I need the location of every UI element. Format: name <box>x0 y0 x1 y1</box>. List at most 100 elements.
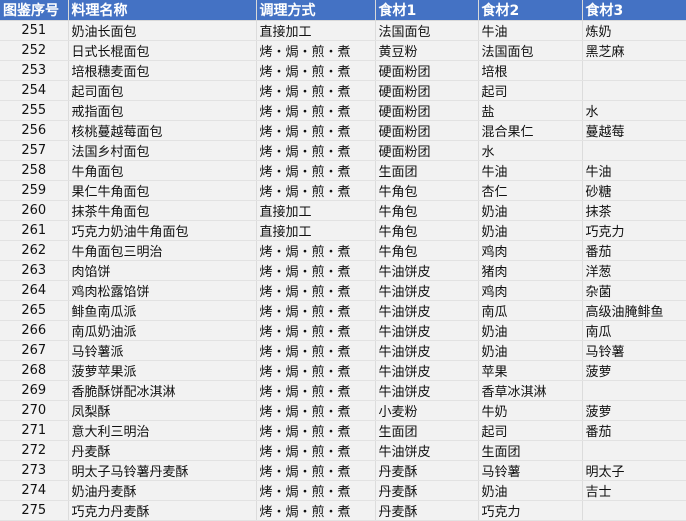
cell-ingredient-1[interactable]: 丹麦酥 <box>375 500 479 521</box>
cell-ingredient-2[interactable]: 杏仁 <box>478 180 583 201</box>
header-col-ingredient-3[interactable]: 食材3 <box>582 0 686 21</box>
cell-ingredient-2[interactable]: 巧克力 <box>478 500 583 521</box>
cell-cooking-method[interactable]: 烤・焗・煎・煮 <box>256 500 376 521</box>
header-col-cooking-method[interactable]: 调理方式 <box>256 0 376 21</box>
cell-index[interactable]: 261 <box>0 220 69 241</box>
cell-ingredient-2[interactable]: 奶油 <box>478 480 583 501</box>
cell-ingredient-2[interactable]: 牛油 <box>478 20 583 41</box>
cell-ingredient-2[interactable]: 起司 <box>478 80 583 101</box>
cell-index[interactable]: 274 <box>0 480 69 501</box>
cell-cooking-method[interactable]: 烤・焗・煎・煮 <box>256 180 376 201</box>
cell-cooking-method[interactable]: 烤・焗・煎・煮 <box>256 240 376 261</box>
cell-dish-name[interactable]: 奶油长面包 <box>68 20 257 41</box>
cell-ingredient-2[interactable]: 奶油 <box>478 220 583 241</box>
cell-ingredient-2[interactable]: 法国面包 <box>478 40 583 61</box>
cell-ingredient-3[interactable] <box>582 500 686 521</box>
cell-dish-name[interactable]: 抹茶牛角面包 <box>68 200 257 221</box>
cell-ingredient-3[interactable]: 炼奶 <box>582 20 686 41</box>
cell-index[interactable]: 256 <box>0 120 69 141</box>
cell-ingredient-1[interactable]: 小麦粉 <box>375 400 479 421</box>
cell-index[interactable]: 253 <box>0 60 69 81</box>
cell-dish-name[interactable]: 巧克力奶油牛角面包 <box>68 220 257 241</box>
cell-ingredient-1[interactable]: 硬面粉团 <box>375 60 479 81</box>
cell-cooking-method[interactable]: 直接加工 <box>256 20 376 41</box>
cell-cooking-method[interactable]: 烤・焗・煎・煮 <box>256 380 376 401</box>
cell-ingredient-3[interactable]: 抹茶 <box>582 200 686 221</box>
cell-ingredient-3[interactable]: 菠萝 <box>582 360 686 381</box>
header-col-dish-name[interactable]: 料理名称 <box>68 0 257 21</box>
cell-cooking-method[interactable]: 烤・焗・煎・煮 <box>256 60 376 81</box>
cell-cooking-method[interactable]: 烤・焗・煎・煮 <box>256 300 376 321</box>
cell-ingredient-1[interactable]: 生面团 <box>375 420 479 441</box>
cell-ingredient-2[interactable]: 生面团 <box>478 440 583 461</box>
cell-ingredient-2[interactable]: 香草冰淇淋 <box>478 380 583 401</box>
cell-dish-name[interactable]: 意大利三明治 <box>68 420 257 441</box>
cell-ingredient-1[interactable]: 牛油饼皮 <box>375 300 479 321</box>
cell-dish-name[interactable]: 马铃薯派 <box>68 340 257 361</box>
cell-dish-name[interactable]: 培根穗麦面包 <box>68 60 257 81</box>
cell-ingredient-3[interactable]: 砂糖 <box>582 180 686 201</box>
cell-index[interactable]: 252 <box>0 40 69 61</box>
cell-dish-name[interactable]: 鸡肉松露馅饼 <box>68 280 257 301</box>
cell-ingredient-1[interactable]: 牛角包 <box>375 200 479 221</box>
cell-ingredient-3[interactable]: 马铃薯 <box>582 340 686 361</box>
cell-ingredient-1[interactable]: 黄豆粉 <box>375 40 479 61</box>
cell-ingredient-2[interactable]: 鸡肉 <box>478 280 583 301</box>
cell-ingredient-2[interactable]: 奶油 <box>478 200 583 221</box>
cell-ingredient-2[interactable]: 鸡肉 <box>478 240 583 261</box>
cell-ingredient-2[interactable]: 苹果 <box>478 360 583 381</box>
cell-dish-name[interactable]: 牛角面包 <box>68 160 257 181</box>
cell-ingredient-2[interactable]: 猪肉 <box>478 260 583 281</box>
cell-index[interactable]: 269 <box>0 380 69 401</box>
cell-cooking-method[interactable]: 直接加工 <box>256 220 376 241</box>
cell-ingredient-3[interactable] <box>582 60 686 81</box>
cell-ingredient-1[interactable]: 牛油饼皮 <box>375 280 479 301</box>
header-col-index[interactable]: 图鉴序号 <box>0 0 69 21</box>
cell-cooking-method[interactable]: 烤・焗・煎・煮 <box>256 320 376 341</box>
cell-dish-name[interactable]: 起司面包 <box>68 80 257 101</box>
cell-ingredient-2[interactable]: 水 <box>478 140 583 161</box>
cell-index[interactable]: 258 <box>0 160 69 181</box>
cell-dish-name[interactable]: 戒指面包 <box>68 100 257 121</box>
cell-ingredient-2[interactable]: 培根 <box>478 60 583 81</box>
cell-dish-name[interactable]: 凤梨酥 <box>68 400 257 421</box>
cell-ingredient-1[interactable]: 牛油饼皮 <box>375 320 479 341</box>
cell-ingredient-1[interactable]: 硬面粉团 <box>375 140 479 161</box>
header-col-ingredient-2[interactable]: 食材2 <box>478 0 583 21</box>
cell-ingredient-1[interactable]: 生面团 <box>375 160 479 181</box>
cell-ingredient-1[interactable]: 法国面包 <box>375 20 479 41</box>
cell-ingredient-1[interactable]: 硬面粉团 <box>375 80 479 101</box>
cell-ingredient-3[interactable]: 番茄 <box>582 240 686 261</box>
cell-ingredient-3[interactable]: 蔓越莓 <box>582 120 686 141</box>
cell-dish-name[interactable]: 菠萝苹果派 <box>68 360 257 381</box>
cell-cooking-method[interactable]: 烤・焗・煎・煮 <box>256 100 376 121</box>
cell-ingredient-3[interactable]: 南瓜 <box>582 320 686 341</box>
cell-cooking-method[interactable]: 烤・焗・煎・煮 <box>256 280 376 301</box>
cell-cooking-method[interactable]: 烤・焗・煎・煮 <box>256 360 376 381</box>
cell-index[interactable]: 257 <box>0 140 69 161</box>
cell-index[interactable]: 255 <box>0 100 69 121</box>
cell-ingredient-1[interactable]: 丹麦酥 <box>375 480 479 501</box>
cell-ingredient-2[interactable]: 混合果仁 <box>478 120 583 141</box>
cell-ingredient-2[interactable]: 牛油 <box>478 160 583 181</box>
cell-cooking-method[interactable]: 烤・焗・煎・煮 <box>256 400 376 421</box>
cell-ingredient-2[interactable]: 起司 <box>478 420 583 441</box>
cell-dish-name[interactable]: 奶油丹麦酥 <box>68 480 257 501</box>
cell-cooking-method[interactable]: 烤・焗・煎・煮 <box>256 80 376 101</box>
cell-ingredient-1[interactable]: 牛角包 <box>375 240 479 261</box>
cell-ingredient-3[interactable] <box>582 80 686 101</box>
cell-cooking-method[interactable]: 直接加工 <box>256 200 376 221</box>
cell-index[interactable]: 263 <box>0 260 69 281</box>
cell-ingredient-3[interactable]: 洋葱 <box>582 260 686 281</box>
cell-index[interactable]: 271 <box>0 420 69 441</box>
cell-ingredient-3[interactable] <box>582 140 686 161</box>
cell-ingredient-2[interactable]: 奶油 <box>478 340 583 361</box>
cell-dish-name[interactable]: 牛角面包三明治 <box>68 240 257 261</box>
cell-cooking-method[interactable]: 烤・焗・煎・煮 <box>256 440 376 461</box>
cell-cooking-method[interactable]: 烤・焗・煎・煮 <box>256 260 376 281</box>
cell-ingredient-1[interactable]: 牛油饼皮 <box>375 260 479 281</box>
cell-dish-name[interactable]: 巧克力丹麦酥 <box>68 500 257 521</box>
cell-ingredient-1[interactable]: 硬面粉团 <box>375 100 479 121</box>
cell-ingredient-2[interactable]: 牛奶 <box>478 400 583 421</box>
cell-ingredient-3[interactable] <box>582 380 686 401</box>
